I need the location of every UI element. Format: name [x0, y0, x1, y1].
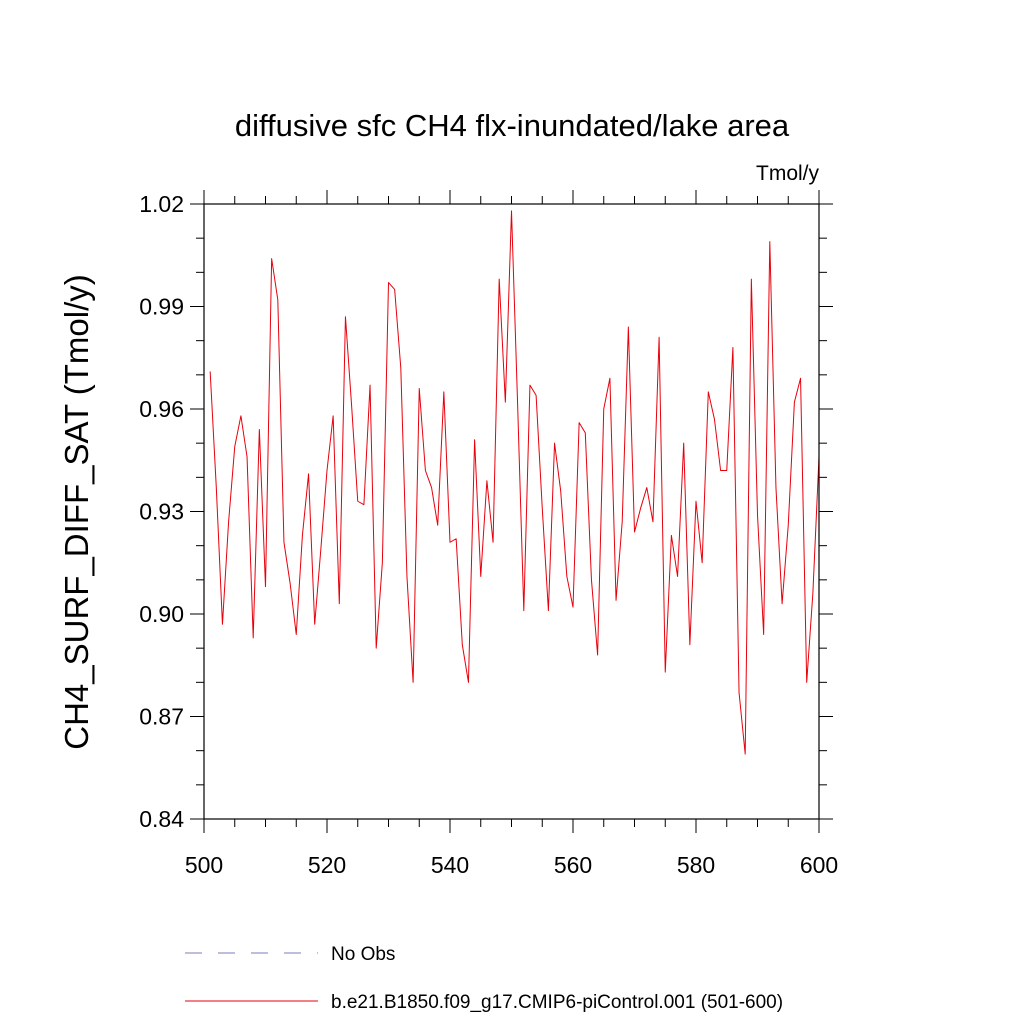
y-tick-labels: 0.84 0.87 0.90 0.93 0.96 0.99 1.02 [139, 191, 184, 832]
legend: No Obs b.e21.B1850.f09_g17.CMIP6-piContr… [185, 944, 783, 1013]
y-tick-label: 0.87 [139, 704, 184, 730]
x-tick-label: 560 [554, 852, 592, 878]
x-tick-label: 540 [431, 852, 469, 878]
y-tick-label: 0.93 [139, 499, 184, 525]
plot-series [209, 210, 820, 755]
y-tick-label: 0.96 [139, 396, 184, 422]
series-line-0 [209, 210, 820, 755]
chart-title: diffusive sfc CH4 flx-inundated/lake are… [235, 108, 790, 143]
y-tick-label: 0.84 [139, 806, 184, 832]
x-tick-label: 580 [677, 852, 715, 878]
x-tick-labels: 500 520 540 560 580 600 [185, 852, 838, 878]
legend-label-picontrol: b.e21.B1850.f09_g17.CMIP6-piControl.001 … [331, 992, 783, 1013]
legend-label-no-obs: No Obs [331, 944, 395, 965]
axis-ticks [190, 190, 833, 833]
y-axis-label: CH4_SURF_DIFF_SAT (Tmol/y) [58, 274, 95, 750]
x-tick-label: 520 [308, 852, 346, 878]
y-tick-label: 1.02 [139, 191, 184, 217]
x-tick-label: 500 [185, 852, 223, 878]
units-label: Tmol/y [756, 162, 820, 185]
y-tick-label: 0.99 [139, 294, 184, 320]
y-tick-label: 0.90 [139, 601, 184, 627]
plot-frame [203, 203, 820, 820]
x-tick-label: 600 [800, 852, 838, 878]
